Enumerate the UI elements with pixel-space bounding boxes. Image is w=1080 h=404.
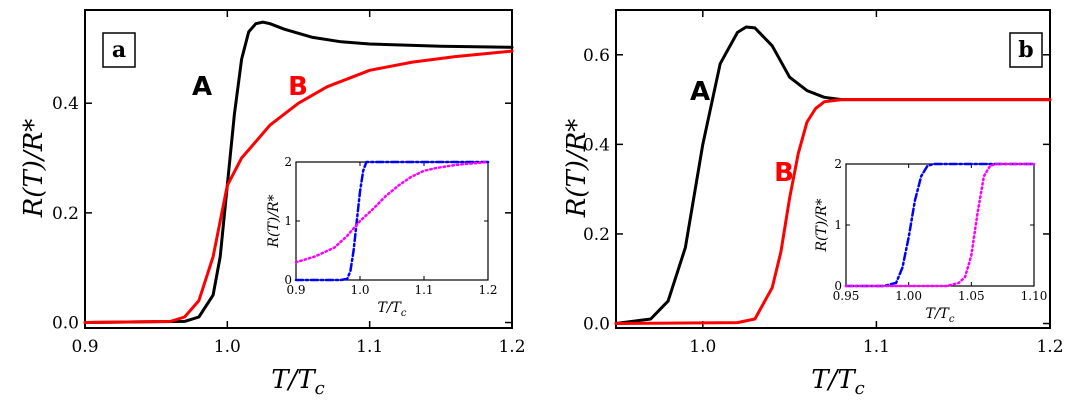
series-line-magenta-dotted (844, 162, 1036, 288)
panel-b-curves (614, 25, 1052, 325)
x-tick-label: 1.00 (895, 289, 922, 303)
y-tick-label: 0 (284, 273, 292, 287)
panel-b-letter-box (1009, 32, 1043, 68)
series-line-B (83, 49, 514, 324)
panel-a-y-axis-title: R(T)/R* (19, 119, 49, 219)
panel-b-inset-x-ticks: 0.95 1.00 1.05 1.10 (833, 164, 1048, 303)
panel-b-inset-x-axis-title: T/Tc (925, 306, 954, 325)
curve-label-A-a: A (192, 72, 212, 102)
curve-label-A-b: A (690, 77, 710, 107)
series-line-blue-dash-dot (844, 162, 1036, 288)
panel-a-curves (83, 20, 514, 324)
panel-b-inset: 0.95 1.00 1.05 1.10 0 1 2 T/Tc R(T)/R* (814, 157, 1047, 325)
panel-a-letter: a (112, 37, 126, 63)
curve-label-B-a: B (288, 72, 308, 102)
y-tick-label: 0.4 (52, 94, 79, 114)
series-line-blue-dash-dot (294, 160, 490, 282)
panel-a-inset-frame (295, 161, 489, 281)
y-tick-label: 2 (834, 157, 842, 171)
panel-a-frame (84, 9, 513, 329)
panel-a-x-axis-title: T/Tc (271, 365, 325, 399)
panel-b-letter: b (1018, 37, 1033, 63)
x-tick-label: 1.05 (958, 289, 985, 303)
panel-a-x-ticks: 0.9 1.0 1.1 1.2 (71, 10, 526, 357)
y-tick-label: 0.6 (583, 46, 610, 66)
panel-a-inset: 0.9 1.0 1.1 1.2 0 1 2 T/Tc R(T)/R* (266, 155, 498, 319)
y-tick-label: 0.2 (583, 225, 610, 245)
curve-label-B-b: B (774, 158, 794, 188)
panel-a-inset-curves (294, 160, 490, 282)
x-tick-label: 1.1 (356, 337, 383, 357)
panel-a-inset-x-axis-title: T/Tc (377, 300, 406, 319)
panel-b-inset-frame (845, 163, 1035, 287)
x-tick-label: 1.10 (1021, 289, 1048, 303)
x-tick-label: 1.0 (350, 283, 369, 297)
panel-b-y-axis-title: R(T)/R* (562, 119, 592, 219)
y-tick-label: 0.0 (52, 314, 79, 334)
y-tick-label: 0.2 (52, 204, 79, 224)
x-tick-label: 0.9 (71, 337, 98, 357)
series-line-B (614, 98, 1052, 325)
x-tick-label: 1.2 (1036, 337, 1063, 357)
panel-b-frame (615, 9, 1051, 329)
panel-a-letter-box (102, 32, 136, 68)
y-tick-label: 1 (834, 218, 842, 232)
series-line-A (83, 20, 514, 324)
panel-b-inset-curves (844, 162, 1036, 288)
panel-b-inset-y-axis-title: R(T)/R* (814, 198, 830, 252)
panel-b-y-ticks: 0.0 0.2 0.4 0.6 (583, 46, 1050, 335)
x-tick-label: 1.0 (214, 337, 241, 357)
series-line-A (614, 25, 1052, 325)
x-tick-label: 1.1 (414, 283, 433, 297)
x-tick-label: 1.2 (478, 283, 497, 297)
x-tick-label: 0.95 (833, 289, 860, 303)
y-tick-label: 1 (284, 214, 292, 228)
panel-a-inset-y-axis-title: R(T)/R* (266, 194, 282, 248)
x-tick-label: 0.9 (286, 283, 305, 297)
panel-b-x-ticks: 1.0 1.1 1.2 (689, 10, 1064, 357)
x-tick-label: 1.2 (498, 337, 525, 357)
y-tick-label: 0.4 (583, 135, 610, 155)
panel-b-x-axis-title: T/Tc (811, 365, 865, 399)
panel-b: 1.0 1.1 1.2 0.00.20.40.6 T/Tc R(T)/R* b A … (562, 9, 1064, 399)
x-tick-label: 1.1 (863, 337, 890, 357)
x-tick-label: 1.0 (689, 337, 716, 357)
panel-a: 0.9 1.0 1.1 1.2 0.00.20.4 T/Tc R(T)/R* a A … (19, 9, 526, 399)
series-line-magenta-dotted (294, 160, 490, 264)
panel-a-inset-x-ticks: 0.9 1.0 1.1 1.2 (286, 162, 498, 297)
y-tick-label: 0.0 (583, 315, 610, 335)
y-tick-label: 0 (834, 279, 842, 293)
y-tick-label: 2 (284, 155, 292, 169)
panel-a-y-ticks: 0.0 0.2 0.4 (52, 94, 512, 334)
